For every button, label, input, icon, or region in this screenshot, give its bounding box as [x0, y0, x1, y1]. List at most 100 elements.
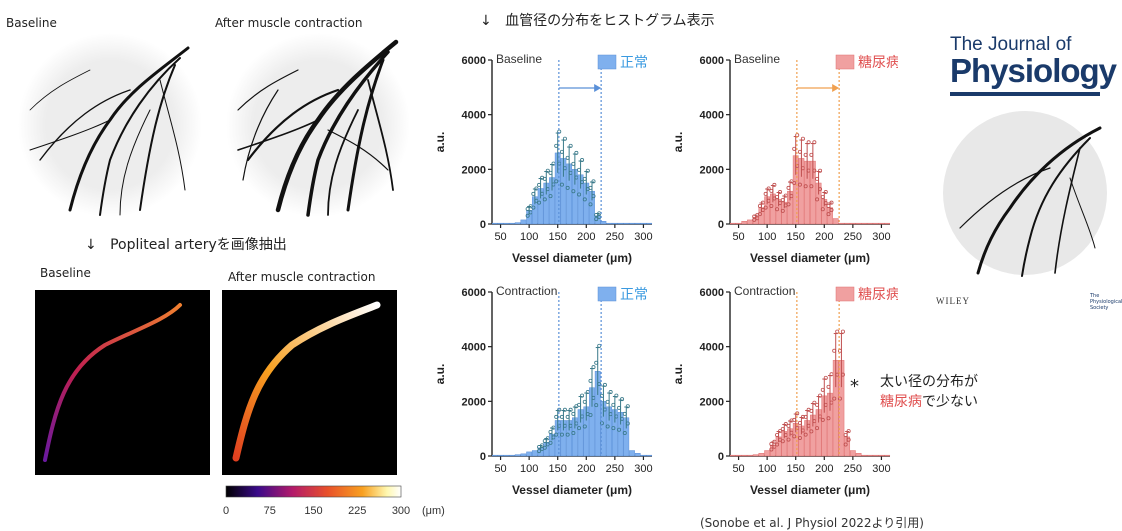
data-point — [800, 414, 805, 419]
data-point — [591, 179, 596, 184]
data-point — [826, 384, 831, 389]
y-tick-label: 2000 — [462, 164, 486, 176]
x-tick-label: 150 — [787, 231, 805, 243]
data-point — [757, 203, 762, 208]
data-point — [792, 417, 797, 422]
data-point — [562, 136, 567, 141]
data-point — [531, 205, 536, 210]
data-point — [769, 188, 774, 193]
data-point — [571, 411, 576, 416]
baseline-image-label: Baseline — [6, 16, 57, 30]
journal-title-line1: The Journal of — [950, 34, 1072, 55]
data-point — [786, 185, 791, 190]
bar — [855, 453, 862, 457]
y-tick-label: 2000 — [700, 164, 724, 176]
data-point — [840, 372, 845, 377]
data-point — [531, 191, 536, 196]
after-image-label: After muscle contraction — [215, 16, 363, 30]
data-point — [820, 417, 825, 422]
chart-baseline-normal: 0 2000 4000 6000 50 100 150 200 250 300 Baseline 正常… — [433, 52, 653, 265]
y-tick-label: 0 — [718, 219, 724, 231]
data-point — [837, 348, 842, 353]
extract-note: ↓ Popliteal arteryを画像抽出 — [85, 237, 287, 253]
chart-contraction-diabetes: 0 2000 4000 6000 50 100 150 200 250 300 Contractio… — [671, 284, 898, 497]
data-point — [617, 427, 622, 432]
data-point — [803, 432, 808, 437]
chart-baseline-diabetes: 0 2000 4000 6000 50 100 150 200 250 300 Baseline 糖尿… — [671, 52, 898, 265]
legend-swatch — [835, 286, 855, 302]
data-point — [594, 403, 599, 408]
x-tick-label: 200 — [577, 463, 595, 475]
y-axis-label: a.u. — [671, 132, 685, 153]
data-point — [809, 184, 814, 189]
bar — [640, 454, 647, 457]
chart-contraction-normal: 0 2000 4000 6000 50 100 150 200 250 300 Contractio… — [433, 284, 653, 497]
bar — [520, 453, 527, 457]
bar — [606, 222, 613, 225]
colorbar-tick-300: 300 — [392, 505, 410, 517]
data-point — [766, 186, 771, 191]
baseline-vessel-image — [18, 33, 202, 217]
data-point — [582, 197, 587, 202]
data-point — [826, 416, 831, 421]
data-point — [775, 432, 780, 437]
data-point — [597, 381, 602, 386]
legend-swatch — [835, 54, 855, 70]
data-point — [792, 146, 797, 151]
data-point — [608, 390, 613, 395]
bar — [600, 221, 607, 225]
data-point — [582, 399, 587, 404]
x-tick-label: 100 — [758, 231, 776, 243]
x-tick-label: 100 — [758, 463, 776, 475]
bar — [855, 222, 862, 225]
data-point — [537, 200, 542, 205]
bar — [867, 454, 873, 457]
data-point — [617, 405, 622, 410]
data-point — [554, 179, 559, 184]
y-tick-label: 4000 — [462, 110, 486, 122]
data-point — [534, 186, 539, 191]
data-point — [809, 152, 814, 157]
data-point — [548, 194, 553, 199]
bar — [520, 219, 527, 225]
data-point — [571, 431, 576, 436]
data-point — [565, 414, 570, 419]
after-diameter-map — [222, 290, 397, 475]
data-point — [780, 197, 785, 202]
data-point — [542, 438, 547, 443]
data-point — [803, 152, 808, 157]
bar — [764, 450, 771, 457]
data-point — [542, 445, 547, 450]
data-point — [832, 396, 837, 401]
data-point — [812, 400, 817, 405]
data-point — [548, 440, 553, 445]
colorbar-tick-75: 75 — [264, 505, 276, 517]
data-point — [815, 197, 820, 202]
x-tick-label: 50 — [494, 463, 506, 475]
data-point — [565, 432, 570, 437]
bar — [867, 222, 873, 225]
x-tick-label: 300 — [634, 231, 652, 243]
data-point — [580, 180, 585, 185]
data-point — [846, 437, 851, 442]
significance-asterisk: * — [850, 376, 859, 397]
x-tick-label: 200 — [815, 463, 833, 475]
data-point — [778, 429, 783, 434]
data-point — [588, 185, 593, 190]
data-point — [843, 442, 848, 447]
data-point — [537, 444, 542, 449]
data-point — [620, 397, 625, 402]
data-point — [783, 422, 788, 427]
bar — [617, 222, 624, 225]
x-tick-label: 250 — [606, 231, 624, 243]
legend-label: 糖尿病 — [858, 286, 898, 302]
data-point — [820, 207, 825, 212]
data-point — [542, 197, 547, 202]
data-point — [559, 182, 564, 187]
data-point — [769, 203, 774, 208]
data-point — [826, 203, 831, 208]
bar — [884, 454, 891, 457]
data-point — [780, 208, 785, 213]
data-point — [611, 426, 616, 431]
journal-title-line2: Physiology — [950, 52, 1117, 89]
